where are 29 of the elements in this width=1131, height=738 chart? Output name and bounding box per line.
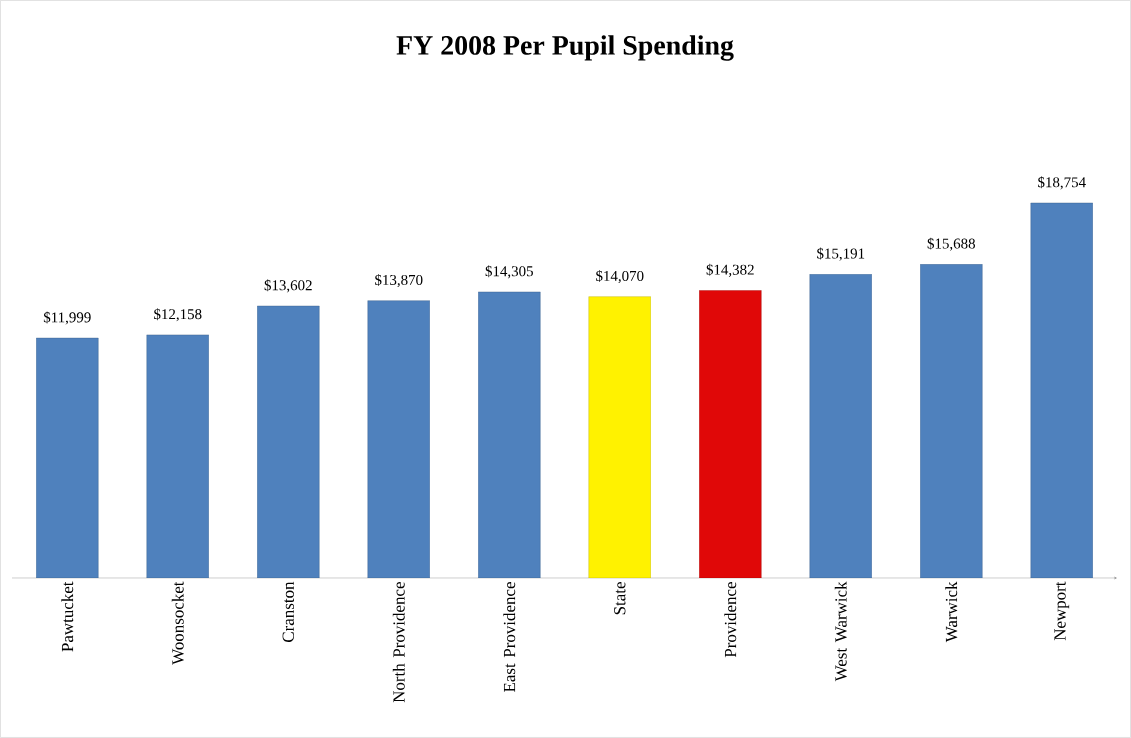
data-label: $14,305 [485,265,533,279]
bar [920,264,983,578]
x-tick-label: Providence [724,582,737,658]
data-label: $14,382 [706,263,754,277]
bar [699,290,762,578]
bar [809,274,872,578]
data-label: $15,191 [817,247,865,261]
data-label: $13,870 [375,274,423,288]
x-tick-label: West Warwick [834,581,847,682]
x-tick-label: East Providence [503,582,516,693]
data-label: $14,070 [596,270,644,284]
data-label: $11,999 [43,311,91,325]
data-label: $13,602 [264,279,312,293]
chart-title: FY 2008 Per Pupil Spending [396,35,734,61]
data-label: $12,158 [154,308,202,322]
x-tick-label: Newport [1054,581,1070,641]
x-tick-label: Woonsocket [171,581,184,665]
x-tick-label: North Providence [392,582,405,703]
bar [1030,202,1093,578]
x-tick-label: Cranston [282,581,294,642]
bar [588,296,651,578]
bar [146,334,209,578]
data-label: $15,688 [927,237,975,251]
x-tick-label: Warwick [945,581,958,643]
data-label: $18,754 [1038,176,1086,190]
bar [478,291,541,578]
x-tick-label: Pawtucket [61,581,74,652]
bar [367,300,430,578]
x-tick-label: State [614,582,626,615]
